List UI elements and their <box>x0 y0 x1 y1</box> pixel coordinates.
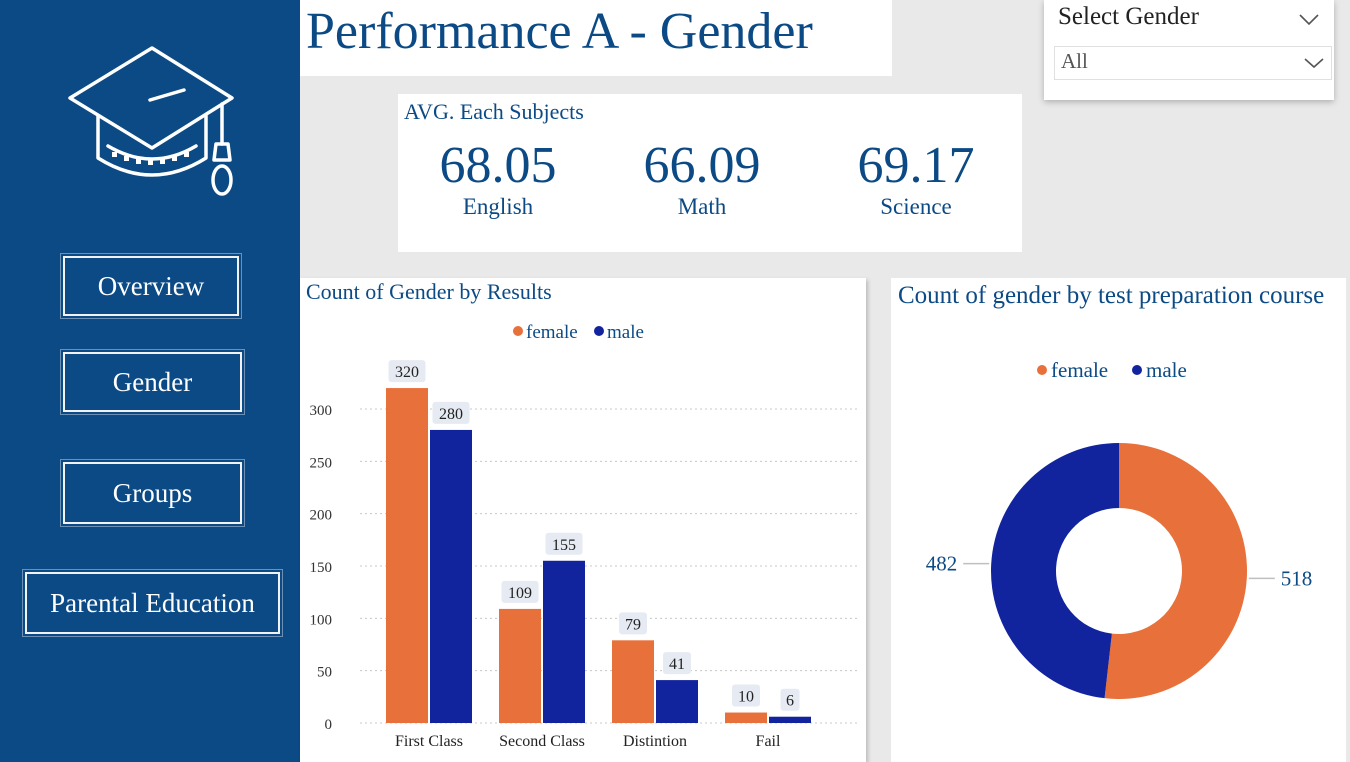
x-tick-label: Fail <box>756 733 781 750</box>
bar-chart-legend: female male <box>513 322 644 343</box>
page-title: Performance A - Gender <box>306 3 813 60</box>
data-label: 6 <box>786 693 794 710</box>
chevron-down-icon[interactable] <box>1298 8 1320 30</box>
bar-chart-card: Count of Gender by Results female male 0 50… <box>300 278 866 762</box>
legend-label: male <box>1146 358 1187 382</box>
data-label-bg <box>663 652 691 675</box>
data-label-bg <box>432 401 470 424</box>
donut-slice-male[interactable] <box>991 443 1119 699</box>
bar-female-first-class[interactable] <box>386 388 428 723</box>
groups-button[interactable]: Groups <box>60 459 245 527</box>
bar-chart: female male 0 50 100 150 200 250 300 320 280 First … <box>310 322 858 750</box>
y-tick-label: 150 <box>310 560 333 576</box>
filter-title: Select Gender <box>1058 3 1199 30</box>
legend-label: male <box>607 322 644 343</box>
kpi-value: 66.09 <box>643 137 761 194</box>
kpi-label: English <box>462 194 534 219</box>
gender-filter: Select Gender All <box>1044 0 1334 100</box>
donut-slice-female[interactable] <box>1104 443 1247 699</box>
title-box: Performance A - Gender <box>300 0 892 76</box>
kpi-label: Math <box>677 194 727 219</box>
kpi-science: 69.17 Science <box>816 136 1016 220</box>
kpi-card: AVG. Each Subjects 68.05 English 66.09 M… <box>398 94 1022 252</box>
data-label-bg <box>501 580 539 603</box>
y-tick-label: 200 <box>310 508 333 524</box>
data-label-bg <box>388 360 426 383</box>
donut-chart-title: Count of gender by test preparation cour… <box>898 282 1325 309</box>
bar-male-fail[interactable] <box>769 716 811 723</box>
data-label: 10 <box>738 689 754 706</box>
gender-button[interactable]: Gender <box>60 349 245 415</box>
bar-male-first-class[interactable] <box>430 429 472 723</box>
kpi-title: AVG. Each Subjects <box>404 99 584 124</box>
gender-select-value: All <box>1061 49 1088 73</box>
bar-male-second-class[interactable] <box>543 560 585 723</box>
y-tick-label: 250 <box>310 455 333 471</box>
y-tick-label: 50 <box>317 665 332 681</box>
x-tick-label: First Class <box>395 733 463 750</box>
kpi-value: 68.05 <box>439 137 557 194</box>
x-tick-label: Second Class <box>499 733 585 750</box>
data-label: 41 <box>669 656 685 673</box>
bar-female-distintion[interactable] <box>612 640 654 723</box>
slice-data-label: 518 <box>1281 566 1313 590</box>
donut-chart-card: Count of gender by test preparation cour… <box>891 278 1346 762</box>
y-tick-label: 100 <box>310 612 333 628</box>
legend-label: female <box>1051 358 1108 382</box>
legend-marker <box>1037 365 1047 375</box>
legend-marker <box>513 326 523 336</box>
y-tick-label: 0 <box>325 717 333 733</box>
overview-button[interactable]: Overview <box>60 253 242 319</box>
slice-data-label: 482 <box>926 552 958 576</box>
bar-female-fail[interactable] <box>725 712 767 723</box>
data-label: 320 <box>395 364 419 381</box>
donut-chart: female male 518 482 <box>926 358 1313 699</box>
data-label-bg <box>545 532 583 555</box>
data-label: 280 <box>439 406 463 423</box>
parental-education-button[interactable]: Parental Education <box>22 569 283 637</box>
legend-marker <box>594 326 604 336</box>
data-label-bg <box>619 612 647 635</box>
legend-label: female <box>526 322 578 343</box>
donut-chart-legend: female male <box>1037 358 1187 382</box>
chevron-down-icon <box>1304 58 1324 69</box>
bar-female-second-class[interactable] <box>499 608 541 723</box>
bar-chart-title: Count of Gender by Results <box>306 279 552 304</box>
data-label-bg <box>780 688 800 711</box>
kpi-value: 69.17 <box>857 137 975 194</box>
kpi-math: 66.09 Math <box>602 136 802 220</box>
kpi-label: Science <box>880 194 952 219</box>
kpi-english: 68.05 English <box>398 136 598 220</box>
data-label: 79 <box>625 616 641 633</box>
bar-male-distintion[interactable] <box>656 680 698 723</box>
x-tick-label: Distintion <box>623 733 687 750</box>
gender-select[interactable]: All <box>1054 46 1332 80</box>
data-label: 109 <box>508 585 532 602</box>
legend-marker <box>1132 365 1142 375</box>
data-label: 155 <box>552 537 576 554</box>
sidebar: Overview Gender Groups Parental Educatio… <box>0 0 300 762</box>
y-tick-label: 300 <box>310 403 333 419</box>
graduation-cap-icon <box>68 46 234 196</box>
data-label-bg <box>732 684 760 707</box>
